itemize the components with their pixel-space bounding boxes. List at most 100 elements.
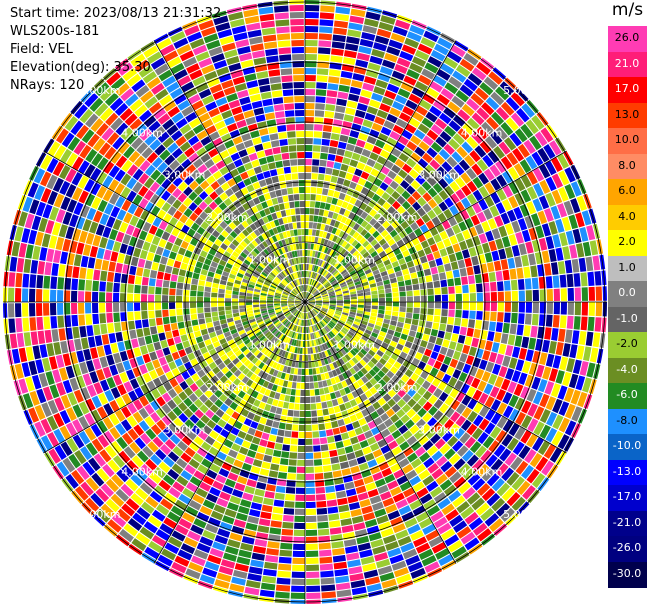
velocity-gate (395, 185, 405, 195)
velocity-gate (317, 216, 323, 223)
velocity-gate (99, 237, 108, 249)
velocity-gate (389, 256, 398, 263)
velocity-gate (363, 475, 374, 485)
velocity-gate (498, 225, 508, 238)
velocity-gate (548, 368, 559, 382)
velocity-gate (364, 142, 374, 151)
velocity-gate (434, 438, 446, 450)
velocity-gate (306, 271, 309, 278)
velocity-gate (122, 360, 132, 371)
velocity-gate (373, 374, 382, 382)
velocity-gate (314, 265, 319, 273)
velocity-gate (564, 329, 573, 343)
velocity-gate (160, 190, 171, 201)
velocity-gate (332, 270, 339, 276)
velocity-gate (272, 318, 279, 323)
velocity-gate (260, 325, 267, 331)
velocity-gate (342, 250, 349, 258)
velocity-gate (315, 103, 325, 110)
velocity-gate (272, 227, 279, 235)
velocity-gate (75, 216, 86, 230)
velocity-gate (260, 302, 267, 305)
velocity-gate (323, 210, 329, 217)
velocity-gate (251, 552, 265, 561)
velocity-gate (335, 228, 342, 236)
velocity-gate (410, 567, 426, 579)
velocity-gate (396, 321, 404, 328)
velocity-gate (311, 236, 316, 243)
velocity-gate (185, 164, 197, 175)
velocity-gate (546, 289, 553, 301)
velocity-gate (246, 370, 254, 379)
velocity-gate (513, 206, 524, 220)
velocity-gate (550, 383, 561, 398)
velocity-gate (213, 196, 223, 206)
velocity-gate (250, 502, 262, 511)
velocity-gate (246, 80, 259, 89)
velocity-gate (338, 279, 346, 285)
velocity-gate (219, 403, 229, 413)
velocity-gate (302, 312, 304, 319)
velocity-gate (217, 234, 226, 243)
velocity-gate (85, 279, 93, 291)
velocity-gate (326, 436, 335, 444)
velocity-gate (379, 357, 387, 366)
velocity-gate (321, 401, 328, 409)
velocity-gate (175, 374, 185, 384)
velocity-gate (196, 130, 208, 141)
velocity-gate (430, 367, 439, 377)
velocity-gate (220, 445, 231, 455)
velocity-gate (315, 304, 322, 307)
velocity-gate (545, 276, 553, 289)
velocity-gate (319, 202, 326, 209)
velocity-gate (286, 230, 291, 238)
velocity-gate (531, 115, 545, 130)
velocity-gate (306, 578, 320, 585)
velocity-gate (169, 288, 176, 296)
velocity-gate (269, 220, 276, 229)
velocity-gate (310, 396, 316, 403)
velocity-gate (373, 178, 383, 187)
velocity-gate (378, 297, 385, 302)
velocity-gate (305, 47, 318, 54)
velocity-gate (364, 518, 378, 528)
velocity-gate (106, 216, 116, 228)
velocity-gate (366, 135, 377, 145)
velocity-gate (112, 136, 125, 150)
velocity-gate (329, 520, 341, 528)
velocity-gate (222, 552, 237, 562)
velocity-gate (246, 299, 253, 302)
velocity-gate (155, 317, 163, 326)
velocity-gate (382, 220, 391, 229)
velocity-gate (321, 336, 326, 344)
velocity-gate (305, 292, 308, 299)
velocity-gate (276, 226, 282, 233)
velocity-gate (315, 339, 319, 346)
velocity-gate (244, 73, 257, 82)
velocity-gate (145, 361, 155, 372)
velocity-gate (199, 384, 209, 394)
velocity-gate (448, 253, 457, 263)
velocity-gate (202, 230, 211, 239)
velocity-gate (169, 281, 177, 289)
velocity-gate (370, 286, 378, 292)
velocity-gate (471, 163, 483, 176)
velocity-gate (289, 306, 296, 310)
velocity-gate (292, 417, 299, 424)
velocity-gate (139, 160, 151, 172)
velocity-gate (318, 313, 324, 318)
velocity-gate (374, 273, 381, 279)
velocity-gate (340, 248, 347, 256)
velocity-gate (36, 388, 47, 404)
velocity-gate (278, 218, 284, 225)
velocity-gate (306, 557, 319, 564)
velocity-gate (311, 257, 315, 264)
velocity-gate (336, 199, 344, 207)
velocity-gate (112, 241, 122, 253)
velocity-gate (210, 510, 224, 521)
velocity-gate (480, 102, 495, 116)
velocity-gate (172, 199, 182, 210)
velocity-gate (452, 114, 466, 127)
velocity-gate (460, 531, 476, 545)
velocity-gate (227, 502, 239, 512)
